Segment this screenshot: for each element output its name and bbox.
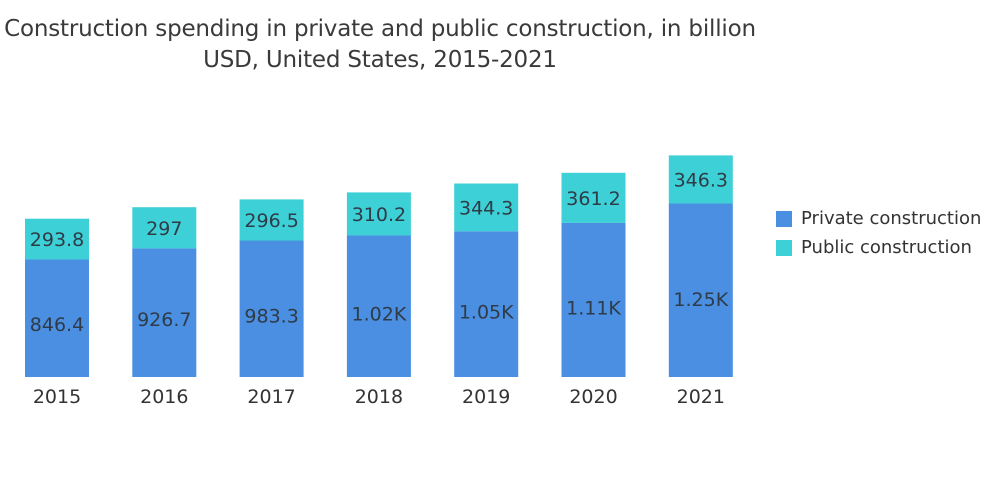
legend-swatch-public xyxy=(776,239,792,256)
data-label-public-2017: 296.5 xyxy=(244,210,298,232)
bar-private-2016 xyxy=(132,248,197,377)
data-label-public-2020: 361.2 xyxy=(566,188,620,210)
data-label-public-2015: 293.8 xyxy=(30,229,84,251)
x-tick-2015: 2015 xyxy=(33,386,81,408)
x-tick-2019: 2019 xyxy=(462,386,510,408)
data-label-private-2018: 1.02K xyxy=(352,303,407,325)
bar-public-2020 xyxy=(561,172,626,223)
data-label-public-2016: 297 xyxy=(146,218,182,240)
data-label-public-2018: 310.2 xyxy=(352,204,406,226)
bars-layer xyxy=(25,155,733,377)
bar-private-2019 xyxy=(454,231,519,377)
legend: Private construction Public construction xyxy=(776,204,981,262)
data-label-private-2015: 846.4 xyxy=(30,314,84,336)
x-tick-2018: 2018 xyxy=(355,386,403,408)
bar-public-2018 xyxy=(346,192,411,236)
bar-public-2015 xyxy=(25,218,89,260)
legend-item-private: Private construction xyxy=(776,204,981,233)
bar-public-2016 xyxy=(132,207,197,249)
x-axis-ticks: 2015 2016 2017 2018 2019 2020 2021 xyxy=(33,386,725,408)
bar-private-2017 xyxy=(239,240,304,377)
bar-private-2015 xyxy=(25,259,89,377)
x-tick-2020: 2020 xyxy=(569,386,617,408)
x-tick-2021: 2021 xyxy=(677,386,725,408)
bar-private-2018 xyxy=(346,235,411,377)
data-label-private-2016: 926.7 xyxy=(137,309,191,331)
bar-labels-layer: 846.4 293.8 926.7 297 983.3 296.5 1.02K 310.2 1.… xyxy=(30,170,729,337)
data-label-private-2019: 1.05K xyxy=(459,301,514,323)
bar-public-2017 xyxy=(239,199,304,241)
chart-title: Construction spending in private and pub… xyxy=(4,16,756,73)
bar-public-2019 xyxy=(454,183,519,232)
data-label-private-2020: 1.11K xyxy=(566,298,621,320)
legend-item-public: Public construction xyxy=(776,233,981,262)
data-label-private-2021: 1.25K xyxy=(673,289,728,311)
bar-private-2020 xyxy=(561,222,626,377)
data-label-private-2017: 983.3 xyxy=(244,306,298,328)
legend-label-public: Public construction xyxy=(801,237,972,258)
bar-private-2021 xyxy=(668,203,733,377)
x-tick-2016: 2016 xyxy=(140,386,188,408)
legend-swatch-private xyxy=(776,210,792,227)
x-tick-2017: 2017 xyxy=(247,386,295,408)
data-label-public-2021: 346.3 xyxy=(674,170,728,192)
legend-label-private: Private construction xyxy=(801,208,982,229)
data-label-public-2019: 344.3 xyxy=(459,197,513,219)
bar-public-2021 xyxy=(668,155,733,204)
